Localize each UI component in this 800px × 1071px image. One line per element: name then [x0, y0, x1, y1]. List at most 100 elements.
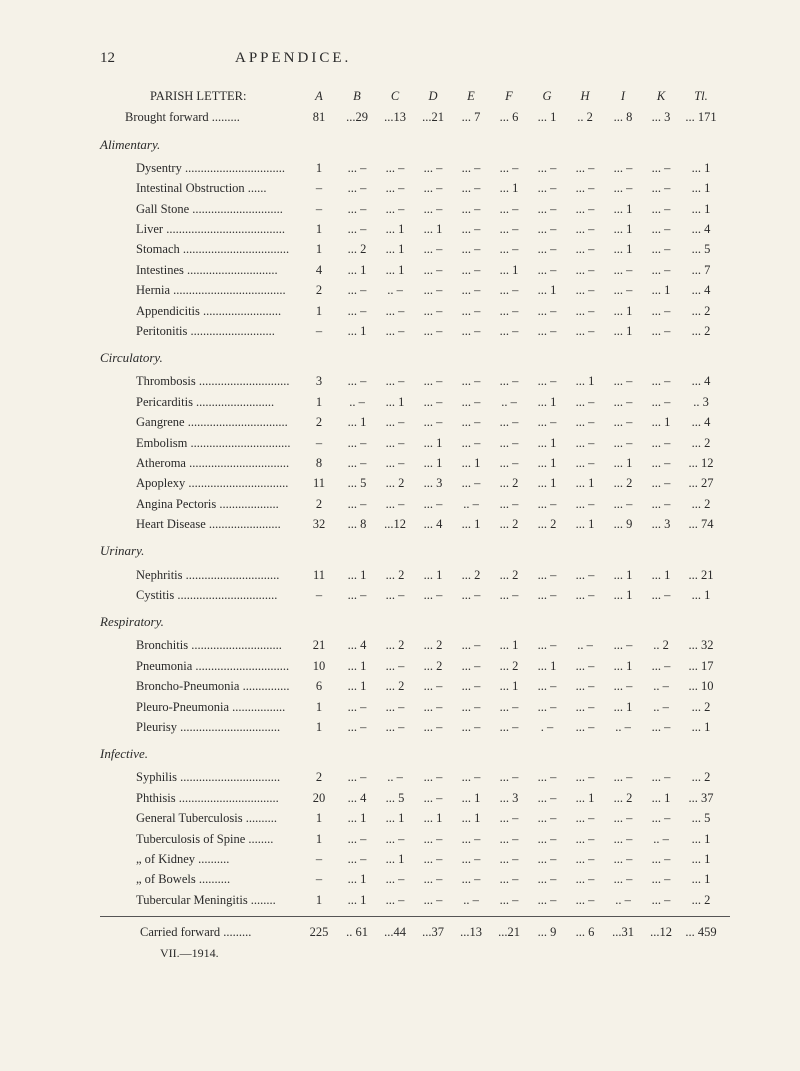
cell: ... 1 [414, 454, 452, 473]
cell: ... 2 [490, 657, 528, 676]
cell: ... – [490, 281, 528, 300]
cell: ... – [528, 179, 566, 198]
cell: ... 2 [680, 495, 722, 514]
cell: ... – [338, 200, 376, 219]
cell: 11 [300, 566, 338, 585]
page-title: APPENDICE. [235, 50, 351, 67]
cell: ... 5 [338, 474, 376, 493]
cell: ... 1 [604, 240, 642, 259]
cell: ... – [452, 372, 490, 391]
cell: ... – [642, 159, 680, 178]
cell: ... – [528, 586, 566, 605]
cell: ... – [490, 200, 528, 219]
row-label: Embolism ...............................… [100, 434, 300, 453]
cell: ... – [338, 495, 376, 514]
cell: ... – [452, 413, 490, 432]
table-row: „ of Kidney ..........–... –... 1... –..… [100, 850, 730, 869]
cell: ... – [376, 495, 414, 514]
cell: ... – [642, 372, 680, 391]
row-label: Hernia .................................… [100, 281, 300, 300]
row-label: „ of Kidney .......... [100, 850, 300, 869]
cell: ... 9 [528, 923, 566, 942]
cell: ... – [452, 870, 490, 889]
row-label: Stomach ................................… [100, 240, 300, 259]
cell: ... 2 [604, 474, 642, 493]
cell: ... – [604, 159, 642, 178]
cell: ... – [642, 870, 680, 889]
cell: ... – [452, 636, 490, 655]
cell: ... 1 [642, 413, 680, 432]
table-row: General Tuberculosis ..........1... 1...… [100, 809, 730, 828]
cell: – [300, 870, 338, 889]
cell: 1 [300, 809, 338, 828]
cell: ... – [414, 495, 452, 514]
cell: ... – [414, 240, 452, 259]
cell: .. – [642, 698, 680, 717]
cell: ... – [642, 809, 680, 828]
cell: ... – [528, 413, 566, 432]
cell: . – [528, 718, 566, 737]
cell: 1 [300, 393, 338, 412]
cell: ... – [338, 434, 376, 453]
cell: ... – [566, 809, 604, 828]
cell: ... 5 [680, 809, 722, 828]
row-label: Appendicitis ......................... [100, 302, 300, 321]
cell: ... – [490, 454, 528, 473]
cell: ... 2 [414, 657, 452, 676]
cell: ... 1 [338, 413, 376, 432]
cell: ... – [490, 220, 528, 239]
table-row: „ of Bowels ..........–... 1... –... –..… [100, 870, 730, 889]
cell: ... – [604, 495, 642, 514]
cell: ... – [528, 261, 566, 280]
cell: 11 [300, 474, 338, 493]
cell: 20 [300, 789, 338, 808]
cell: ... – [604, 413, 642, 432]
cell: ... 12 [680, 454, 722, 473]
cell: .. – [566, 636, 604, 655]
row-label: Pericarditis ......................... [100, 393, 300, 412]
row-label: Angina Pectoris ................... [100, 495, 300, 514]
table-row: Bronchitis .............................… [100, 636, 730, 655]
page-header: 12 APPENDICE. [100, 50, 730, 67]
cell: ... 17 [680, 657, 722, 676]
cell: ... – [642, 322, 680, 341]
cell: ... – [490, 891, 528, 910]
cell: ... – [528, 159, 566, 178]
cell: ... – [528, 636, 566, 655]
cell: 225 [300, 923, 338, 942]
cell: ... – [338, 220, 376, 239]
cell: ... 2 [490, 515, 528, 534]
table-row: Stomach ................................… [100, 240, 730, 259]
cell: ... – [604, 768, 642, 787]
row-label: Syphilis ...............................… [100, 768, 300, 787]
row-label: Tuberculosis of Spine ........ [100, 830, 300, 849]
cell: ... – [452, 434, 490, 453]
cell: ... 8 [338, 515, 376, 534]
cell: ... 1 [338, 809, 376, 828]
cell: ... – [490, 159, 528, 178]
cell: ... 1 [566, 372, 604, 391]
cell: ... 2 [376, 677, 414, 696]
cell: ... – [604, 870, 642, 889]
cell: ... 1 [566, 515, 604, 534]
cell: ... 3 [490, 789, 528, 808]
cell: 6 [300, 677, 338, 696]
cell: ... – [414, 768, 452, 787]
cell: ... – [642, 240, 680, 259]
row-label: Tubercular Meningitis ........ [100, 891, 300, 910]
cell: ... – [566, 240, 604, 259]
cell: ... – [604, 830, 642, 849]
cell: ... – [414, 159, 452, 178]
cell: ... – [376, 454, 414, 473]
column-header: G [528, 87, 566, 106]
cell: ... – [376, 413, 414, 432]
cell: ... – [376, 698, 414, 717]
cell: ... 2 [680, 768, 722, 787]
cell: ... 4 [680, 413, 722, 432]
table-row: Hernia .................................… [100, 281, 730, 300]
cell: ... – [376, 830, 414, 849]
cell: ... – [528, 566, 566, 585]
row-label: Gall Stone ............................. [100, 200, 300, 219]
cell: ... – [566, 434, 604, 453]
cell: ... 3 [414, 474, 452, 493]
